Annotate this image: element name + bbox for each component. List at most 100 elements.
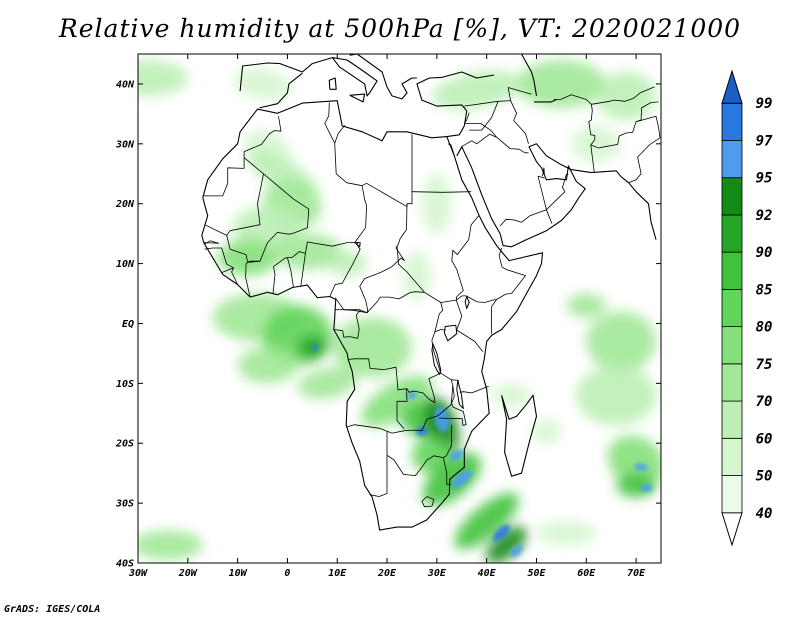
colorbar-box xyxy=(721,437,743,476)
country-border xyxy=(590,144,595,173)
lat-tick-label: 40N xyxy=(116,79,135,90)
humidity-blob xyxy=(491,383,532,408)
country-border xyxy=(226,173,310,263)
country-border xyxy=(329,242,361,297)
humidity-core xyxy=(407,391,417,400)
humidity-core xyxy=(634,463,648,471)
colorbar-box xyxy=(721,288,743,328)
humidity-blob xyxy=(536,521,597,546)
humidity-core xyxy=(493,524,511,542)
lon-tick-label: 40E xyxy=(478,568,497,579)
humidity-blob xyxy=(571,125,622,162)
humidity-blob xyxy=(596,71,657,120)
colorbar-box xyxy=(721,102,743,141)
humidity-blob xyxy=(576,365,657,426)
country-border xyxy=(202,157,245,197)
country-border xyxy=(369,455,388,497)
country-border xyxy=(334,291,424,314)
humidity-blob xyxy=(566,293,607,318)
colorbar-box xyxy=(721,400,743,439)
humidity-blob xyxy=(586,311,657,372)
country-border xyxy=(491,299,497,334)
colorbar-low-arrow xyxy=(721,512,743,547)
lat-tick-label: 20S xyxy=(115,439,134,450)
humidity-field xyxy=(138,59,661,563)
coastline xyxy=(456,143,657,248)
lat-tick-label: 10N xyxy=(116,259,135,270)
coastline xyxy=(349,54,417,100)
colorbar-box xyxy=(721,326,743,365)
country-border xyxy=(635,115,661,138)
humidity-blob xyxy=(138,59,188,96)
coastline xyxy=(416,71,495,138)
country-border xyxy=(542,167,545,177)
humidity-blob xyxy=(332,317,412,378)
colorbar-label: 99 xyxy=(756,96,773,112)
country-border xyxy=(334,125,346,144)
country-border xyxy=(203,240,220,245)
humidity-blob xyxy=(454,493,519,550)
colorbar-box xyxy=(721,475,743,514)
humidity-blob xyxy=(237,347,298,384)
humidity-blob xyxy=(272,233,343,270)
country-border xyxy=(300,253,306,286)
humidity-blob xyxy=(516,59,607,108)
humidity-blob xyxy=(486,526,528,563)
humidity-blob xyxy=(432,70,521,110)
lon-tick-label: 30W xyxy=(128,568,148,579)
humidity-blob xyxy=(297,367,357,399)
coastline xyxy=(201,100,544,531)
humidity-core xyxy=(451,470,472,489)
lon-tick-label: 60E xyxy=(577,568,596,579)
colorbar-label: 85 xyxy=(756,282,773,298)
lat-tick-label: 20N xyxy=(115,199,135,210)
country-border xyxy=(434,302,446,333)
country-border xyxy=(406,372,441,403)
humidity-blob xyxy=(422,452,481,506)
coastline xyxy=(328,77,337,90)
lat-tick-label: 30S xyxy=(115,499,134,510)
lat-tick-label: 40S xyxy=(116,559,134,570)
country-border xyxy=(333,310,361,339)
colorbar-box xyxy=(721,214,743,253)
country-border xyxy=(287,257,294,287)
lon-tick-label: 50E xyxy=(527,568,546,579)
coastline xyxy=(521,54,538,96)
country-border xyxy=(507,87,532,95)
humidity-blob xyxy=(401,251,432,300)
coastline xyxy=(349,93,366,103)
country-border xyxy=(463,112,470,124)
country-border xyxy=(456,247,526,303)
lon-tick-label: 20W xyxy=(178,568,198,579)
country-border xyxy=(348,358,408,430)
humidity-blob xyxy=(232,68,293,100)
grads-credit: GrADS: IGES/COLA xyxy=(4,604,101,615)
humidity-core xyxy=(311,343,318,352)
lat-tick-label: EQ xyxy=(122,319,134,330)
country-border xyxy=(591,86,655,105)
colorbar-label: 60 xyxy=(756,431,773,447)
lon-tick-label: 70E xyxy=(627,568,646,579)
humidity-blob xyxy=(327,251,368,276)
humidity-core xyxy=(510,544,523,558)
colorbar-box xyxy=(721,363,743,402)
country-border xyxy=(588,101,659,149)
lon-tick-label: 10W xyxy=(229,568,248,579)
humidity-core xyxy=(450,449,464,461)
country-border xyxy=(343,203,408,314)
lake-outline xyxy=(464,296,470,309)
colorbar-high-arrow xyxy=(721,69,743,104)
lon-tick-label: 30E xyxy=(427,568,447,579)
colorbar-label: 70 xyxy=(756,394,773,410)
colorbar-label: 40 xyxy=(756,506,773,522)
colorbar-box xyxy=(721,251,743,290)
country-border xyxy=(346,331,455,434)
country-border xyxy=(628,137,661,184)
country-border xyxy=(459,385,489,394)
lon-tick-label: 0 xyxy=(284,568,290,579)
country-border xyxy=(537,175,566,211)
humidity-blob xyxy=(616,473,657,498)
country-border xyxy=(272,257,292,294)
map-outlines xyxy=(201,54,661,531)
colorbar-label: 80 xyxy=(756,320,773,336)
